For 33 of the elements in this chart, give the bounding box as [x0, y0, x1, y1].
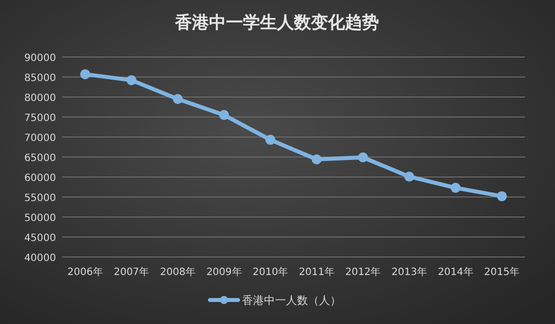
point [265, 134, 276, 145]
point [404, 172, 414, 182]
point [358, 152, 368, 162]
x-tick-label: 2012年 [345, 266, 381, 278]
point [496, 191, 507, 202]
y-tick-label: 85000 [24, 73, 56, 84]
point [126, 75, 136, 86]
point [312, 154, 322, 164]
point [80, 69, 90, 80]
chart-title: 香港中一学生人数变化趋势 [174, 13, 379, 33]
point [172, 94, 183, 104]
x-tick-label: 2015年 [484, 266, 520, 278]
x-tick-label: 2006年 [67, 266, 103, 278]
y-tick-label: 50000 [24, 213, 56, 224]
y-tick-label: 40000 [24, 253, 56, 264]
y-tick-label: 70000 [24, 133, 56, 144]
point [219, 110, 230, 120]
y-tick-label: 60000 [24, 173, 56, 184]
x-tick-label: 2009年 [206, 266, 242, 278]
y-tick-label: 80000 [24, 93, 56, 104]
x-tick-label: 2011年 [298, 266, 334, 278]
y-tick-label: 65000 [24, 153, 56, 164]
x-tick-label: 2013年 [392, 266, 427, 278]
legend-label: 香港中一人数（人） [242, 294, 341, 307]
y-tick-label: 90000 [24, 53, 56, 64]
y-tick-label: 45000 [24, 233, 56, 244]
y-tick-label: 75000 [24, 113, 56, 124]
y-tick-label: 55000 [24, 193, 56, 204]
x-tick-label: 2008年 [160, 266, 196, 278]
x-tick-label: 2007年 [114, 266, 150, 278]
point [450, 182, 461, 193]
x-tick-label: 2014年 [438, 266, 474, 278]
x-tick-label: 2010年 [252, 266, 288, 278]
